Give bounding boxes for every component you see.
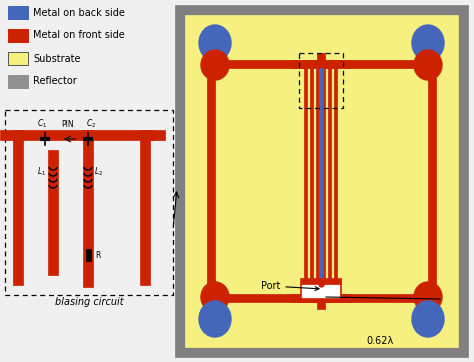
Bar [304, 68, 307, 279]
Bar [0, 130, 18, 140]
Text: Substrate: Substrate [33, 54, 81, 63]
Ellipse shape [412, 301, 444, 337]
Bar [145, 130, 165, 140]
Text: Port: Port [261, 281, 319, 291]
Text: Reflector: Reflector [33, 76, 77, 87]
Bar [8, 29, 28, 42]
Bar [86, 249, 91, 261]
Ellipse shape [412, 25, 444, 61]
Bar [301, 279, 341, 299]
FancyBboxPatch shape [5, 110, 173, 295]
Text: Metal on front side: Metal on front side [33, 30, 125, 41]
Bar [13, 130, 23, 285]
Bar [140, 130, 150, 285]
Text: $L_1$: $L_1$ [37, 166, 46, 178]
Bar [175, 5, 468, 357]
Bar [8, 6, 28, 19]
Bar [317, 53, 325, 68]
Bar [316, 68, 319, 279]
Text: Metal on back side: Metal on back side [33, 8, 125, 17]
Bar [319, 68, 323, 279]
Ellipse shape [414, 50, 442, 80]
Text: 0.62λ: 0.62λ [366, 336, 393, 346]
Bar [185, 15, 458, 347]
Bar [328, 68, 331, 279]
Bar [291, 294, 351, 302]
Bar [322, 68, 325, 279]
Ellipse shape [201, 282, 229, 312]
Ellipse shape [414, 282, 442, 312]
Text: $C_1$: $C_1$ [37, 118, 47, 130]
Bar [207, 294, 436, 302]
Ellipse shape [201, 50, 229, 80]
Bar [291, 60, 351, 68]
Bar [207, 60, 215, 294]
Bar [428, 60, 436, 294]
Bar [13, 130, 155, 140]
Bar [207, 60, 436, 68]
Text: R: R [95, 251, 100, 260]
Bar [8, 75, 28, 88]
Bar [83, 130, 93, 287]
Bar [334, 68, 337, 279]
Bar [48, 150, 58, 275]
Bar [301, 279, 341, 284]
Text: $L_2$: $L_2$ [94, 166, 104, 178]
Bar [317, 294, 325, 309]
Bar [310, 68, 313, 279]
Text: $C_2$: $C_2$ [86, 118, 96, 130]
Bar [8, 52, 28, 65]
Text: PIN: PIN [62, 120, 74, 129]
Text: blasing circuit: blasing circuit [55, 297, 123, 307]
Ellipse shape [199, 301, 231, 337]
Ellipse shape [199, 25, 231, 61]
